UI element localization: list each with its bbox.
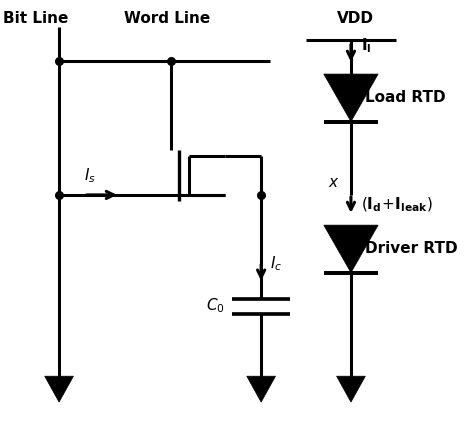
Polygon shape [324, 74, 378, 122]
Text: $I_c$: $I_c$ [270, 255, 283, 273]
Text: Bit Line: Bit Line [3, 12, 68, 26]
Text: Word Line: Word Line [124, 12, 210, 26]
Polygon shape [45, 376, 73, 402]
Text: $C_0$: $C_0$ [207, 297, 225, 315]
Text: $(\mathbf{I_d}\!+\!\mathbf{I_{leak}})$: $(\mathbf{I_d}\!+\!\mathbf{I_{leak}})$ [361, 196, 433, 214]
Text: VDD: VDD [337, 12, 374, 26]
Polygon shape [337, 376, 365, 402]
Text: $I_s$: $I_s$ [84, 167, 96, 185]
Text: Load RTD: Load RTD [365, 90, 446, 105]
Text: $x$: $x$ [328, 175, 340, 190]
Polygon shape [247, 376, 275, 402]
Text: $\mathbf{I_l}$: $\mathbf{I_l}$ [361, 37, 372, 55]
Text: Driver RTD: Driver RTD [365, 241, 458, 256]
Polygon shape [324, 225, 378, 273]
